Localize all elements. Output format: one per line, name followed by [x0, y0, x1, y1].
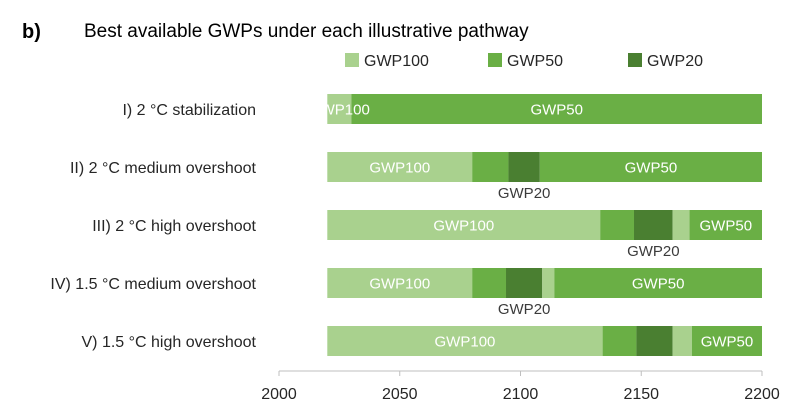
- bar-segment-gwp50: [351, 94, 762, 124]
- chart-title: Best available GWPs under each illustrat…: [84, 21, 529, 42]
- bar-segment-gwp50: [539, 152, 762, 182]
- category-labels: I) 2 °C stabilization II) 2 °C medium ove…: [50, 102, 256, 351]
- x-tick-label-2100: 2100: [503, 386, 539, 403]
- bar-segment-gwp50: [472, 268, 507, 298]
- bar-segment-gwp50: [600, 210, 635, 240]
- legend-label-gwp50: GWP50: [507, 53, 563, 70]
- legend: GWP100 GWP50 GWP20: [345, 53, 703, 70]
- bar-segment-gwp100: [542, 268, 555, 298]
- bar-segment-gwp20: [506, 268, 543, 298]
- segment-label-gwp50: GWP50: [700, 218, 753, 235]
- category-label-2: II) 2 °C medium overshoot: [70, 160, 257, 177]
- x-tick-label-2000: 2000: [261, 386, 297, 403]
- segment-annotation-gwp20: GWP20: [498, 185, 551, 202]
- segment-label-gwp100: GWP100: [369, 160, 430, 177]
- bar-segment-gwp50: [689, 210, 762, 240]
- bars: GWP100 GWP50GWP100GWP20GWP50GWP100GWP20GW…: [309, 94, 762, 356]
- segment-label-gwp100: GWP100: [369, 276, 430, 293]
- panel-label: b): [22, 21, 41, 43]
- bar-segment-gwp20: [508, 152, 540, 182]
- x-tick-label-2050: 2050: [382, 386, 418, 403]
- legend-swatch-gwp50: [488, 53, 502, 67]
- bar-segment-gwp100: [327, 94, 352, 124]
- bar-segment-gwp50: [691, 326, 762, 356]
- legend-swatch-gwp100: [345, 53, 359, 67]
- bar-segment-gwp100: [327, 268, 473, 298]
- legend-label-gwp20: GWP20: [647, 53, 703, 70]
- segment-annotation-gwp20: GWP20: [498, 301, 551, 318]
- legend-swatch-gwp20: [628, 53, 642, 67]
- bar-segment-gwp100: [327, 152, 473, 182]
- segment-label-gwp50: GWP50: [701, 334, 754, 351]
- segment-label-gwp50: GWP50: [625, 160, 678, 177]
- bar-segment-gwp50: [472, 152, 509, 182]
- x-axis: 2000 2050 2100 2150 2200: [261, 370, 780, 403]
- segment-label-gwp100: GWP100: [433, 218, 494, 235]
- category-label-4: IV) 1.5 °C medium overshoot: [50, 276, 256, 293]
- bar-segment-gwp50: [602, 326, 637, 356]
- bar-segment-gwp100: [672, 210, 690, 240]
- legend-label-gwp100: GWP100: [364, 53, 429, 70]
- x-tick-label-2150: 2150: [623, 386, 659, 403]
- bar-segment-gwp20: [636, 326, 673, 356]
- bar-segment-gwp100: [672, 326, 692, 356]
- x-tick-label-2200: 2200: [744, 386, 780, 403]
- bar-segment-gwp20: [634, 210, 673, 240]
- category-label-3: III) 2 °C high overshoot: [92, 218, 256, 235]
- segment-label-gwp100: GWP100: [435, 334, 496, 351]
- bar-segment-gwp100: [327, 210, 601, 240]
- category-label-1: I) 2 °C stabilization: [122, 102, 256, 119]
- category-label-5: V) 1.5 °C high overshoot: [82, 334, 257, 351]
- segment-label-gwp50: GWP50: [530, 102, 583, 119]
- segment-annotation-gwp20: GWP20: [627, 243, 680, 260]
- segment-label-gwp100: GWP100: [309, 102, 370, 119]
- bar-segment-gwp50: [554, 268, 762, 298]
- bar-segment-gwp100: [327, 326, 603, 356]
- segment-label-gwp50: GWP50: [632, 276, 685, 293]
